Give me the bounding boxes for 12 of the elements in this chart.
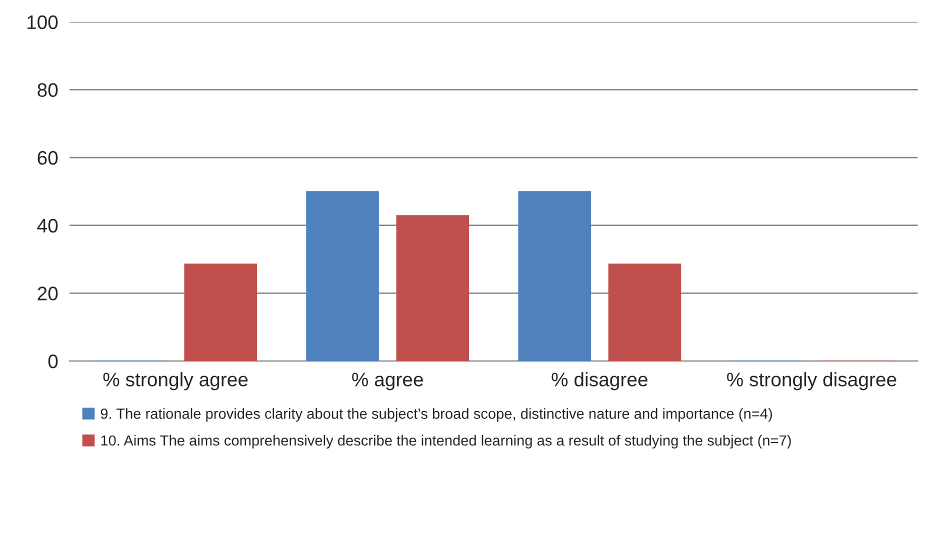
legend-label: 10. Aims The aims comprehensively describe the intended learning as a result of studying the subject (n=7) — [101, 434, 791, 449]
legend-label: 9. The rationale provides clarity about the subject’s broad scope, distinctive nature and importance (n=4) — [100, 408, 772, 422]
x-tick-label: % agree — [352, 372, 423, 390]
x-tick-label: % strongly agree — [103, 372, 248, 390]
x-tick-label: % disagree — [552, 372, 648, 390]
y-tick-label: 80 — [38, 83, 58, 97]
y-tick-label: 40 — [37, 218, 58, 233]
x-tick-label: % strongly disagree — [727, 372, 896, 390]
y-tick-label: 60 — [38, 151, 58, 165]
y-tick-label: 100 — [27, 15, 58, 30]
y-tick-label: 0 — [48, 354, 58, 368]
y-tick-label: 20 — [38, 286, 58, 300]
